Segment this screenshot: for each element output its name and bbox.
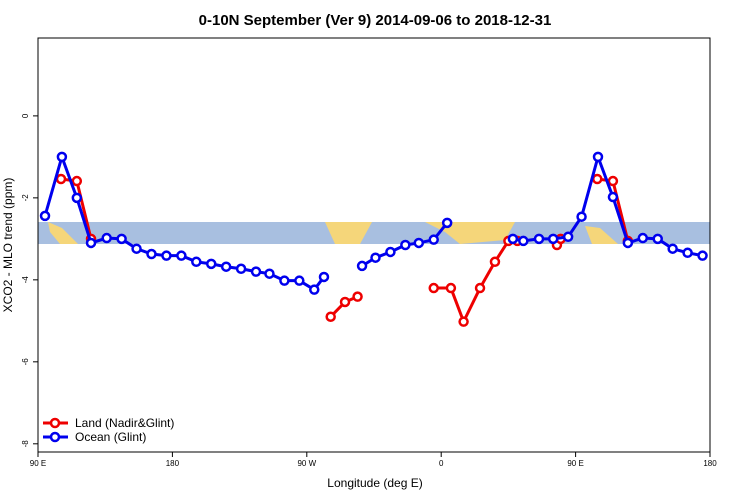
point (547, 233, 559, 245)
point (507, 233, 519, 245)
point (325, 311, 336, 322)
point (385, 246, 396, 258)
point (356, 260, 368, 272)
point (400, 239, 411, 251)
point (576, 211, 587, 222)
y-tick-label: -2 (21, 194, 30, 202)
plot-frame (37, 37, 711, 453)
legend-label: Land (Nadir&Glint) (75, 416, 174, 430)
point (428, 234, 439, 245)
point (220, 261, 232, 272)
point (309, 284, 320, 295)
point (176, 250, 187, 261)
point (339, 296, 351, 308)
map-strip (38, 222, 710, 244)
point (682, 247, 693, 259)
point (607, 175, 619, 187)
point (592, 173, 603, 185)
point (101, 232, 112, 244)
point (474, 282, 486, 294)
point (205, 258, 217, 270)
point (55, 173, 67, 185)
point (146, 248, 157, 260)
point (352, 291, 363, 302)
point (294, 275, 305, 286)
point (235, 263, 247, 275)
point (607, 191, 619, 203)
point (413, 237, 425, 249)
x-tick-label: 90 E (30, 459, 46, 468)
point (428, 282, 439, 294)
point (116, 233, 127, 245)
point (71, 175, 83, 187)
x-tick-label: 180 (166, 459, 180, 468)
y-axis-label: XCO2 - MLO trend (ppm) (1, 178, 15, 313)
point (637, 232, 649, 244)
point (250, 266, 262, 277)
y-tick-label: -4 (21, 276, 30, 284)
point (39, 210, 51, 222)
point (667, 243, 678, 254)
point (562, 231, 574, 243)
point (370, 252, 381, 263)
x-tick-label: 90 E (567, 459, 583, 468)
point (71, 192, 83, 204)
point (56, 151, 68, 163)
point (489, 256, 501, 268)
point (518, 235, 529, 247)
point (279, 275, 290, 286)
point (131, 243, 142, 254)
point (85, 237, 97, 249)
point (264, 268, 275, 279)
point (445, 282, 457, 294)
y-tick-label: -6 (21, 358, 30, 366)
legend-label: Ocean (Glint) (75, 430, 146, 444)
point (622, 237, 634, 249)
x-tick-label: 90 W (297, 459, 316, 468)
x-tick-label: 180 (703, 459, 717, 468)
legend-marker (49, 417, 61, 429)
x-axis-label: Longitude (deg E) (327, 476, 422, 490)
point (458, 316, 469, 327)
point (191, 256, 202, 268)
point (161, 250, 172, 261)
legend-marker (49, 431, 61, 443)
y-tick-label: -8 (21, 440, 30, 448)
point (318, 271, 330, 283)
point (697, 250, 708, 261)
point (592, 151, 604, 163)
chart-title: 0-10N September (Ver 9) 2014-09-06 to 20… (199, 12, 552, 29)
point (652, 233, 663, 245)
point (441, 217, 453, 229)
y-tick-label: 0 (21, 113, 30, 118)
point (533, 233, 545, 245)
x-tick-label: 0 (439, 459, 444, 468)
